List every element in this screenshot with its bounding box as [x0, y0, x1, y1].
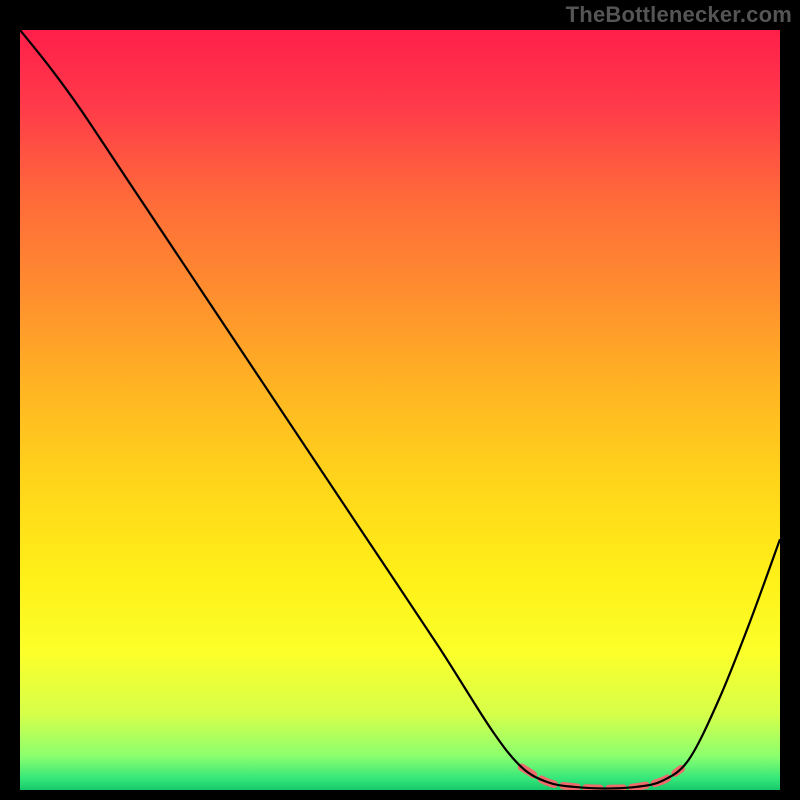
watermark-text: TheBottlenecker.com	[566, 2, 792, 28]
chart-svg	[20, 30, 780, 790]
gradient-background	[20, 30, 780, 790]
chart-container: TheBottlenecker.com	[0, 0, 800, 800]
plot-area	[20, 30, 780, 790]
